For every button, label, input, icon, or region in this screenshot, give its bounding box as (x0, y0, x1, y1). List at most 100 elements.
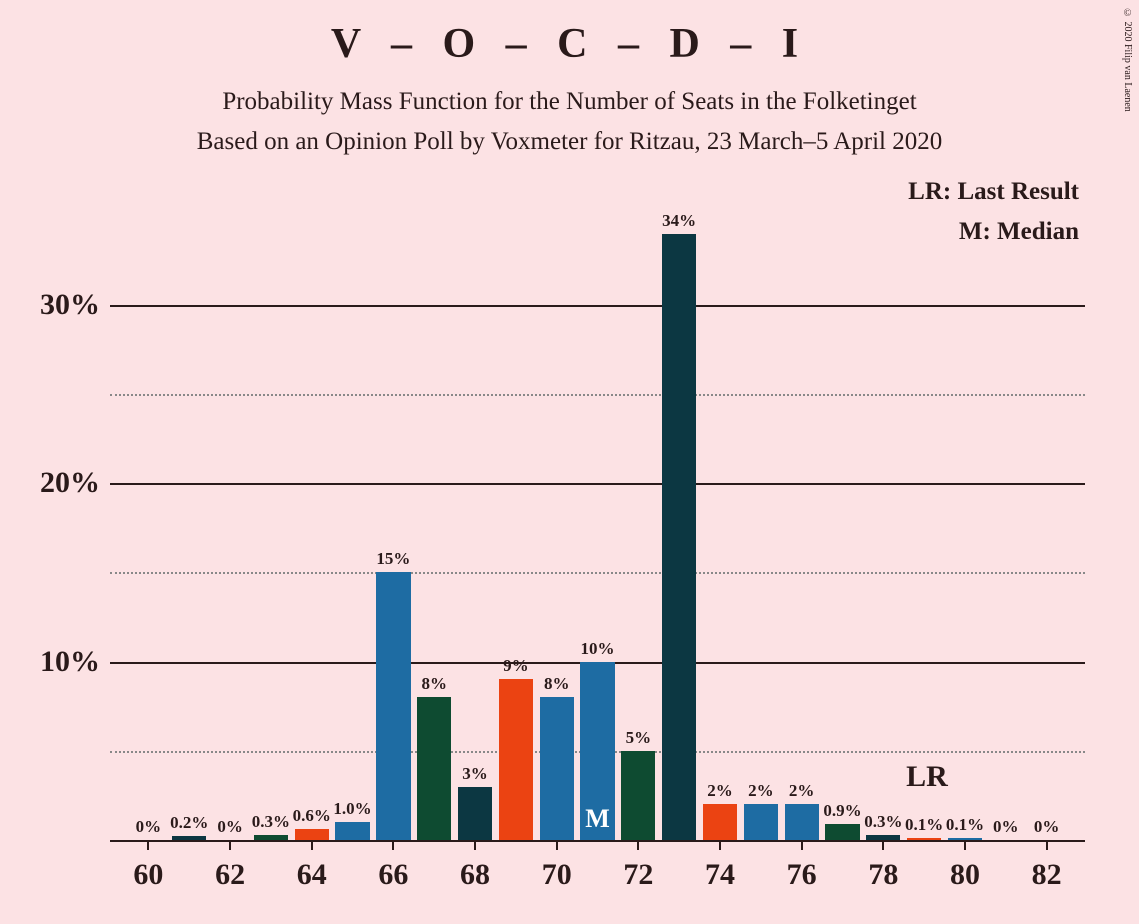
bar-value-label: 2% (707, 781, 733, 801)
x-axis-line (110, 840, 1085, 842)
x-axis-label (577, 858, 618, 892)
bars-container: 0%0.2%0%0.3%0.6%1.0%15%8%3%9%8%10%M5%34%… (110, 180, 1085, 840)
x-axis-tick (147, 840, 149, 850)
x-axis-tick (1046, 840, 1048, 850)
bar-value-label: 5% (626, 728, 652, 748)
x-axis-label: 62 (210, 858, 251, 892)
bar: 34% (662, 234, 696, 840)
bar-value-label: 0% (136, 817, 162, 837)
bar-value-label: 15% (376, 549, 410, 569)
bar: 2% (703, 804, 737, 840)
x-axis-label: 78 (863, 858, 904, 892)
bar: 15% (376, 572, 410, 840)
bar-slot: 5% (618, 180, 659, 840)
bar-value-label: 1.0% (333, 799, 371, 819)
bar: 2% (744, 804, 778, 840)
bar: 5% (621, 751, 655, 840)
bar: 3% (458, 787, 492, 841)
bar-value-label: 0.3% (864, 812, 902, 832)
bar-slot: 0.9% (822, 180, 863, 840)
bar-value-label: 2% (748, 781, 774, 801)
bar-value-label: 0.9% (823, 801, 861, 821)
x-axis-tick (964, 840, 966, 850)
chart-title: V – O – C – D – I (0, 0, 1139, 68)
x-axis-labels: 60 62 64 66 68 70 72 74 76 78 80 82 (128, 858, 1067, 892)
bar-value-label: 0.1% (905, 815, 943, 835)
bar: 8% (540, 697, 574, 840)
subtitle-line-2: Based on an Opinion Poll by Voxmeter for… (197, 128, 943, 155)
x-axis-label (414, 858, 455, 892)
bar-value-label: 0.6% (293, 806, 331, 826)
bar-slot: 2% (781, 180, 822, 840)
x-axis-label: 64 (291, 858, 332, 892)
bar-slot: 0% (985, 180, 1026, 840)
bar-value-label: 0% (1034, 817, 1060, 837)
bar-slot: 0.1% (904, 180, 945, 840)
bar-value-label: 0.1% (946, 815, 984, 835)
x-axis-label: 68 (455, 858, 496, 892)
x-axis-label: 66 (373, 858, 414, 892)
bar-slot: 10%M (577, 180, 618, 840)
bar-value-label: 0% (217, 817, 243, 837)
x-axis-tick (392, 840, 394, 850)
x-axis-tick (719, 840, 721, 850)
x-axis-tick (311, 840, 313, 850)
x-axis-label: 60 (128, 858, 169, 892)
x-axis-label (250, 858, 291, 892)
chart-plot-area: 10%20%30% 0%0.2%0%0.3%0.6%1.0%15%8%3%9%8… (110, 180, 1085, 840)
bar-value-label: 3% (462, 764, 488, 784)
chart-subtitle: Probability Mass Function for the Number… (0, 82, 1139, 162)
bar-slot: 1.0% (332, 180, 373, 840)
bar-slot: 0.2% (169, 180, 210, 840)
bar-slot: 3% (455, 180, 496, 840)
copyright-text: © 2020 Filip van Laenen (1122, 8, 1133, 112)
bar: 0.6% (295, 829, 329, 840)
x-axis-label: 76 (781, 858, 822, 892)
bar-slot: 0% (210, 180, 251, 840)
bar-value-label: 34% (662, 211, 696, 231)
bar: 9% (499, 679, 533, 840)
x-axis-label: 72 (618, 858, 659, 892)
x-axis-tick (801, 840, 803, 850)
bar-value-label: 2% (789, 781, 815, 801)
last-result-marker: LR (906, 760, 948, 794)
bar-slot: 0.6% (291, 180, 332, 840)
bar-value-label: 8% (544, 674, 570, 694)
x-axis-tick (229, 840, 231, 850)
bar-slot: 34% (659, 180, 700, 840)
y-axis-label: 10% (40, 645, 100, 679)
bar-value-label: 9% (503, 656, 529, 676)
bar-slot: 0% (128, 180, 169, 840)
x-axis-label (495, 858, 536, 892)
y-axis-label: 30% (40, 288, 100, 322)
x-axis-label: 80 (945, 858, 986, 892)
bar: 10%M (580, 662, 614, 840)
bar-value-label: 0% (993, 817, 1019, 837)
bar-slot: 9% (495, 180, 536, 840)
bar-slot: 0.3% (250, 180, 291, 840)
x-axis-label (740, 858, 781, 892)
x-axis-label: 82 (1026, 858, 1067, 892)
x-axis-label (822, 858, 863, 892)
bar-slot: 0% (1026, 180, 1067, 840)
x-axis-label: 70 (536, 858, 577, 892)
bar: 0.9% (825, 824, 859, 840)
subtitle-line-1: Probability Mass Function for the Number… (222, 88, 916, 115)
x-axis-label (985, 858, 1026, 892)
bar-slot: 8% (414, 180, 455, 840)
x-axis-label (169, 858, 210, 892)
x-axis-label: 74 (700, 858, 741, 892)
bar: 2% (785, 804, 819, 840)
x-axis-tick (556, 840, 558, 850)
y-axis-label: 20% (40, 466, 100, 500)
bar-slot: 0.3% (863, 180, 904, 840)
bar-slot: 2% (700, 180, 741, 840)
bar-slot: 0.1% (945, 180, 986, 840)
bar-value-label: 0.3% (252, 812, 290, 832)
bar-value-label: 8% (421, 674, 447, 694)
bar-value-label: 0.2% (170, 813, 208, 833)
bar-slot: 8% (536, 180, 577, 840)
median-marker: M (585, 804, 610, 834)
x-axis-label (332, 858, 373, 892)
bar: 8% (417, 697, 451, 840)
